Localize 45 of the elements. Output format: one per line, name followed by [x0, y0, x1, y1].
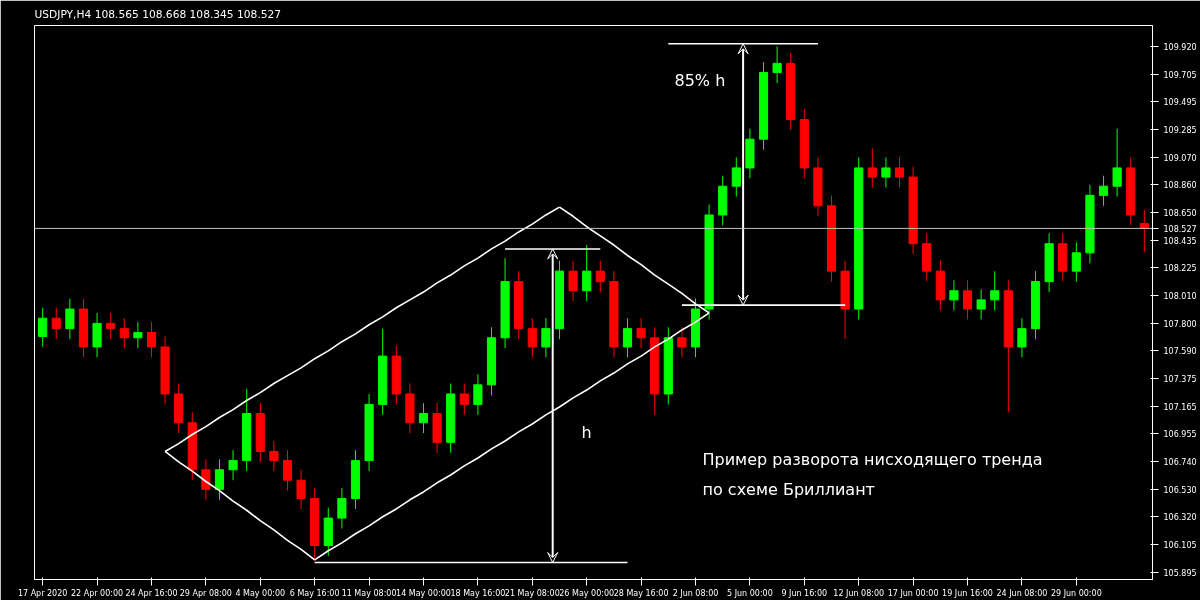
chart-title: USDJPY,H4 108.565 108.668 108.345 108.527	[34, 7, 282, 21]
x-tick-label: 24 Apr 16:00	[125, 588, 178, 598]
ref-line-label: 108.527	[1163, 224, 1197, 234]
y-tick-label: 107.800	[1163, 319, 1197, 329]
y-tick-label: 105.895	[1163, 568, 1197, 578]
annotation: 85% h	[674, 70, 726, 90]
y-tick-label: 106.955	[1163, 430, 1197, 440]
x-tick-label: 22 Apr 00:00	[70, 588, 124, 598]
x-tick-label: 19 Jun 16:00	[942, 588, 993, 598]
y-tick-label: 107.165	[1163, 402, 1197, 412]
x-tick-label: 26 May 00:00	[559, 588, 615, 598]
x-tick-label: 12 Jun 08:00	[833, 588, 885, 598]
y-tick-label: 109.920	[1163, 42, 1197, 52]
x-tick-label: 2 Jun 08:00	[672, 588, 719, 598]
y-tick-label: 109.285	[1163, 125, 1197, 135]
y-tick-label: 108.225	[1163, 264, 1197, 274]
x-tick-label: 14 May 00:00	[396, 588, 451, 598]
x-tick-label: 6 May 16:00	[289, 588, 340, 598]
x-tick-label: 29 Apr 08:00	[179, 588, 232, 598]
x-tick-label: 18 May 16:00	[450, 588, 506, 598]
x-tick-label: 28 May 16:00	[613, 588, 669, 598]
y-tick-label: 106.530	[1163, 485, 1197, 495]
y-tick-label: 106.105	[1163, 541, 1197, 551]
y-tick-label: 109.070	[1163, 153, 1197, 163]
y-tick-label: 107.590	[1163, 347, 1197, 357]
y-tick-label: 108.435	[1163, 236, 1197, 246]
x-tick-label: 11 May 08:00	[341, 588, 397, 598]
x-tick-label: 17 Apr 2020	[17, 588, 68, 598]
y-tick-label: 108.010	[1163, 292, 1197, 302]
x-tick-label: 4 May 00:00	[235, 588, 286, 598]
x-tick-label: 29 Jun 00:00	[1050, 588, 1102, 598]
x-tick-label: 21 May 08:00	[504, 588, 560, 598]
y-tick-label: 106.740	[1163, 458, 1197, 468]
annotation: Пример разворота нисходящего тренда по схеме Бриллиант	[702, 450, 1043, 500]
x-tick-label: 5 Jun 00:00	[727, 588, 773, 598]
annotation: h	[581, 422, 592, 442]
x-tick-label: 17 Jun 00:00	[887, 588, 939, 598]
y-tick-label: 106.320	[1163, 513, 1197, 523]
y-tick-label: 107.375	[1163, 375, 1197, 385]
y-tick-label: 108.650	[1163, 208, 1197, 218]
y-tick-label: 109.495	[1163, 98, 1197, 108]
x-tick-label: 24 Jun 08:00	[996, 588, 1048, 598]
x-tick-label: 9 Jun 16:00	[781, 588, 828, 598]
y-tick-label: 108.860	[1163, 181, 1197, 191]
y-tick-label: 109.705	[1163, 71, 1197, 80]
